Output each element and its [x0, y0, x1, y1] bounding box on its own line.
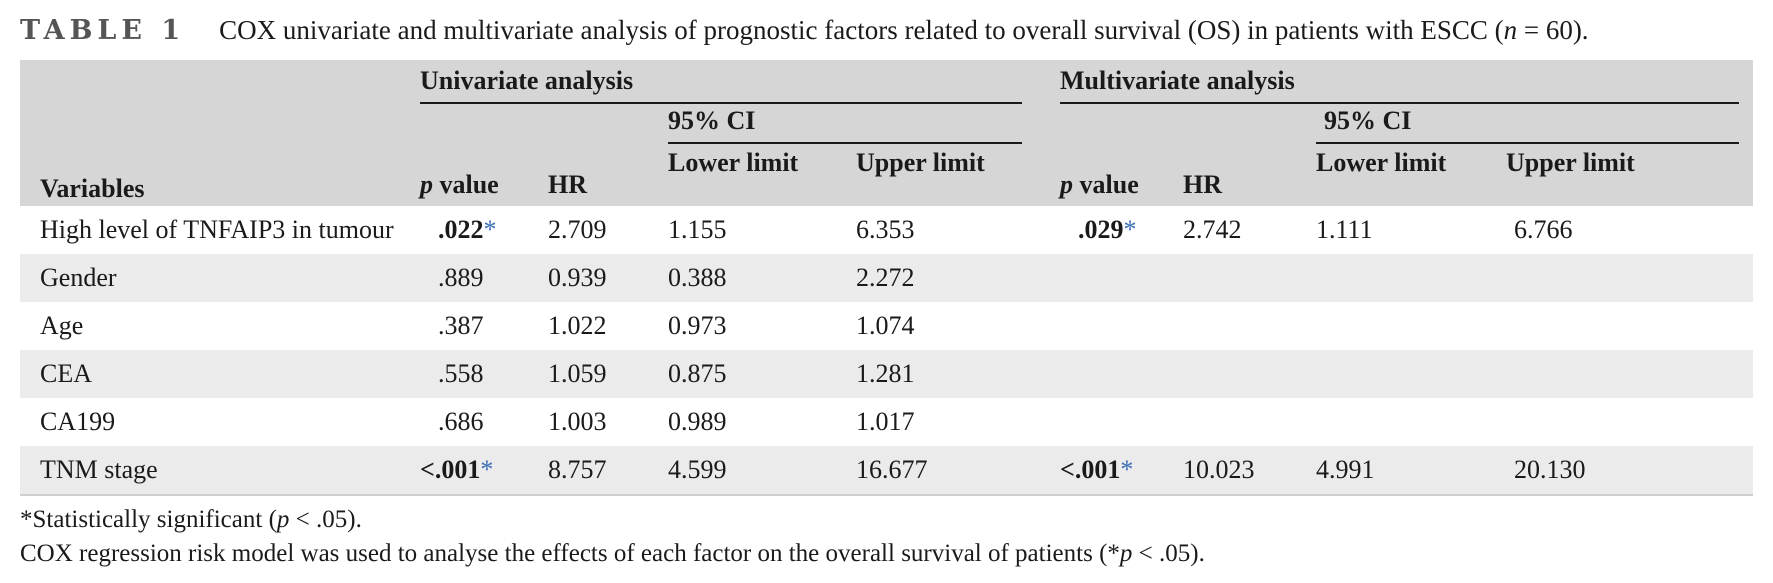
header-univariate-ci: 95% CI [668, 104, 1041, 144]
cell-u-upper: 1.074 [856, 311, 915, 340]
header-u-hr: HR [548, 144, 668, 206]
header-u-upper: Upper limit [856, 144, 1041, 206]
header-u-lower: Lower limit [668, 144, 856, 206]
cell-u-hr: 0.939 [548, 254, 668, 302]
significance-marker: * [480, 455, 494, 484]
header-m-hr: HR [1183, 144, 1317, 206]
cell-u-lower: 0.875 [668, 350, 856, 398]
header-m-upper: Upper limit [1506, 144, 1754, 206]
cell-m-hr [1183, 302, 1316, 350]
cell-m-upper: 20.130 [1506, 446, 1754, 496]
cell-u-pvalue: .558 [420, 350, 548, 398]
header-univariate: Univariate analysis [420, 60, 1041, 104]
cell-u-lower: 0.388 [668, 254, 856, 302]
cell-u-upper: 1.017 [856, 407, 915, 436]
cell-u-upper: 2.272 [856, 254, 1041, 302]
cell-m-lower: 4.991 [1316, 446, 1507, 496]
cell-m-hr [1183, 350, 1317, 398]
cell-u-lower: 4.599 [668, 446, 856, 496]
cell-m-hr [1183, 254, 1317, 302]
header-multivariate-ci: 95% CI [1316, 104, 1754, 144]
cell-u-lower: 1.155 [668, 215, 727, 244]
cox-analysis-table: Univariate analysis Multivariate analysi… [20, 60, 1754, 496]
table-row: Gender .889 0.939 0.388 2.272 [20, 254, 1754, 302]
table-caption: TABLE 1 COX univariate and multivariate a… [20, 12, 1760, 49]
cell-m-pvalue [1040, 254, 1184, 302]
cell-m-pvalue [1040, 350, 1184, 398]
cell-u-hr: 2.709 [548, 215, 607, 244]
cell-m-pvalue: .029* [1078, 215, 1137, 244]
cell-u-hr: 1.059 [548, 350, 668, 398]
cell-m-lower [1316, 254, 1507, 302]
cell-u-pvalue: .889 [420, 254, 548, 302]
cell-u-lower: 0.989 [668, 407, 727, 436]
cell-u-hr: 1.022 [548, 311, 607, 340]
cell-u-hr: 8.757 [548, 446, 668, 496]
table-row: High level of TNFAIP3 in tumour .022* 2.70… [20, 206, 1753, 254]
cell-m-pvalue: <.001* [1040, 446, 1184, 496]
cell-variable: Gender [20, 254, 420, 302]
table-label: TABLE 1 [20, 15, 186, 46]
header-u-pvalue: p value [420, 144, 548, 206]
cell-u-upper: 16.677 [856, 446, 1041, 496]
table-title: COX univariate and multivariate analysis… [219, 15, 1589, 45]
cell-u-lower: 0.973 [668, 311, 727, 340]
header-variables: Variables [20, 144, 420, 206]
cell-m-upper [1506, 398, 1753, 446]
cell-m-pvalue [1040, 302, 1183, 350]
cell-u-pvalue: <.001* [420, 446, 548, 496]
significance-marker: * [483, 215, 497, 244]
footnote-method: COX regression risk model was used to an… [20, 540, 1205, 567]
cell-m-upper: 6.766 [1514, 215, 1573, 244]
cell-u-upper: 1.281 [856, 350, 1041, 398]
cell-u-upper: 6.353 [856, 215, 915, 244]
cell-u-pvalue: .686 [438, 407, 484, 436]
cell-m-pvalue [1040, 398, 1183, 446]
footnote-significance: *Statistically significant (p < .05). [20, 506, 362, 533]
cell-m-lower: 1.111 [1316, 215, 1373, 244]
header-spacer [20, 60, 420, 104]
cell-variable: Age [40, 311, 84, 340]
cell-m-hr: 10.023 [1183, 446, 1317, 496]
table-row: CA199 .686 1.003 0.989 1.017 [20, 398, 1753, 446]
cell-m-upper [1506, 254, 1754, 302]
cell-m-lower [1316, 302, 1506, 350]
table-row: Age .387 1.022 0.973 1.074 [20, 302, 1753, 350]
table-row: CEA .558 1.059 0.875 1.281 [20, 350, 1754, 398]
cell-m-hr: 2.742 [1183, 215, 1242, 244]
cell-m-upper [1506, 350, 1754, 398]
table-row: TNM stage <.001* 8.757 4.599 16.677 <.001* 10.… [20, 446, 1754, 496]
cell-m-lower [1316, 398, 1506, 446]
cell-u-pvalue: .022* [438, 215, 497, 244]
significance-marker: * [1123, 215, 1137, 244]
cell-m-hr [1183, 398, 1316, 446]
cell-variable: CEA [20, 350, 420, 398]
header-m-lower: Lower limit [1316, 144, 1507, 206]
cell-variable: High level of TNFAIP3 in tumour [40, 215, 394, 244]
significance-marker: * [1120, 455, 1134, 484]
cell-m-lower [1316, 350, 1507, 398]
cell-variable: CA199 [40, 407, 116, 436]
header-m-pvalue: p value [1040, 144, 1184, 206]
cell-m-upper [1506, 302, 1753, 350]
cell-u-hr: 1.003 [548, 407, 607, 436]
cell-u-pvalue: .387 [438, 311, 484, 340]
cell-variable: TNM stage [20, 446, 420, 496]
header-multivariate: Multivariate analysis [1040, 60, 1754, 104]
